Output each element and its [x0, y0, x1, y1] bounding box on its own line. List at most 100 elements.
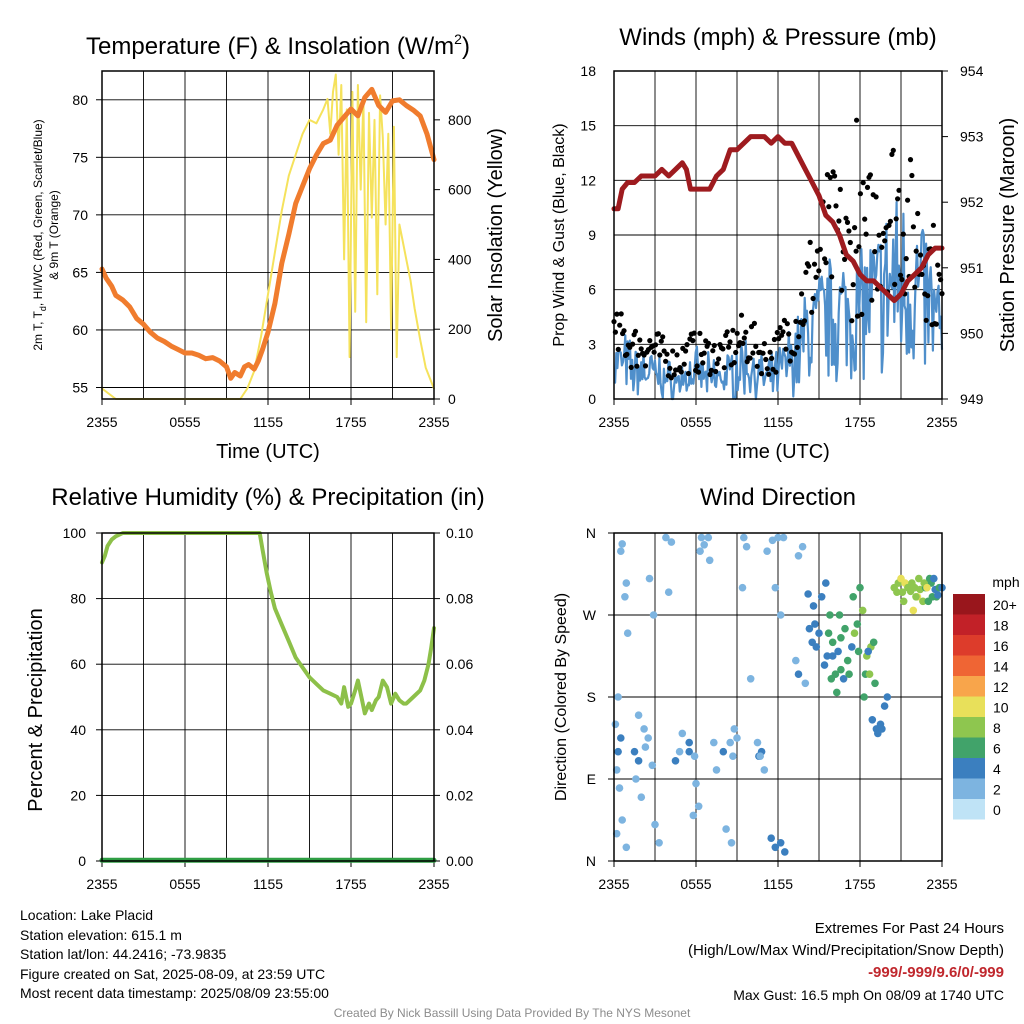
gust-point	[766, 371, 772, 377]
gust-point	[827, 174, 833, 181]
gust-point	[637, 337, 643, 343]
gust-point	[876, 232, 882, 238]
y2-tick-label: 0.02	[446, 787, 473, 803]
legend-label: 18	[993, 618, 1009, 634]
direction-point	[794, 670, 803, 678]
direction-point	[824, 629, 833, 637]
direction-point	[617, 734, 625, 742]
direction-point	[801, 679, 810, 688]
gust-point	[681, 361, 687, 367]
direction-point	[915, 574, 923, 583]
direction-point	[848, 643, 856, 651]
direction-point	[692, 779, 700, 788]
y2-tick-label: 0.08	[446, 591, 473, 607]
gust-point	[720, 346, 726, 352]
direction-point	[776, 839, 785, 847]
gust-point	[791, 351, 798, 357]
gust-point	[893, 216, 899, 222]
gust-point	[769, 355, 775, 361]
direction-point	[853, 620, 862, 628]
direction-point	[798, 542, 807, 551]
gust-point	[826, 204, 832, 210]
direction-point	[729, 752, 737, 760]
y-tick-label: 75	[72, 149, 88, 165]
direction-point	[630, 747, 639, 756]
gust-point	[896, 187, 902, 193]
gust-point	[811, 261, 818, 267]
x-tick-label: 2355	[926, 876, 957, 892]
y2-tick-label: 200	[448, 321, 472, 337]
gust-point	[859, 311, 865, 317]
direction-point	[779, 533, 788, 542]
direction-point	[763, 547, 771, 555]
gust-point	[663, 358, 669, 364]
y2-tick-label: 400	[448, 251, 472, 267]
x-tick-label: 1755	[844, 414, 875, 430]
gust-point	[803, 269, 809, 275]
direction-point	[694, 802, 703, 811]
gust-point	[856, 244, 862, 250]
y-tick-label: S	[587, 689, 596, 705]
gust-point	[617, 322, 623, 328]
direction-point	[710, 738, 718, 747]
latlon-text: Station lat/lon: 44.2416; -73.9835	[20, 946, 227, 963]
direction-point	[645, 574, 654, 583]
gust-point	[707, 371, 713, 378]
gust-point	[743, 329, 749, 335]
direction-point	[738, 583, 747, 592]
direction-point	[705, 556, 714, 565]
direction-point	[822, 579, 830, 587]
direction-point	[700, 541, 708, 549]
gust-point	[837, 186, 843, 192]
direction-point	[856, 583, 864, 592]
gust-point	[873, 194, 879, 200]
x-tick-label: 2355	[598, 414, 629, 430]
gust-point	[807, 239, 813, 245]
gust-point	[621, 328, 627, 334]
x-tick-label: 1155	[763, 876, 793, 892]
gust-point	[867, 172, 874, 178]
direction-point	[834, 647, 842, 656]
direction-point	[753, 738, 762, 747]
gust-point	[724, 329, 730, 335]
extremes-subtitle: (High/Low/Max Wind/Precipitation/Snow De…	[688, 942, 1004, 959]
pressure-line	[611, 134, 945, 304]
gust-point	[830, 169, 836, 175]
legend-swatch	[953, 655, 985, 676]
gust-point	[842, 256, 848, 262]
x-tick-label: 2355	[418, 414, 449, 430]
gust-point	[793, 318, 799, 324]
y-tick-label: 80	[70, 591, 86, 607]
gust-point	[705, 340, 712, 346]
direction-point	[622, 843, 631, 852]
direction-point	[719, 747, 728, 756]
direction-point	[655, 839, 663, 847]
direction-point	[823, 652, 831, 660]
gust-point	[684, 342, 690, 348]
chart-title: Winds (mph) & Pressure (mb)	[619, 24, 936, 51]
gust-point	[683, 348, 689, 354]
direction-point	[675, 747, 684, 756]
direction-point	[641, 743, 650, 751]
chart-title-superscript: 2	[454, 31, 462, 47]
gust-point	[919, 271, 925, 277]
gust-point	[903, 256, 909, 262]
direction-point	[612, 766, 621, 774]
direction-point	[843, 656, 852, 665]
direction-point	[722, 825, 730, 833]
gust-point	[618, 311, 624, 317]
y2-tick-label: 953	[960, 129, 984, 145]
x-tick-label: 1155	[763, 414, 793, 430]
direction-point	[760, 766, 769, 774]
legend-label: 0	[993, 802, 1001, 818]
humidity-chart: 2355 0555 1155 1755 23550204060801000.000.02…	[25, 484, 485, 892]
extremes-values: -999/-999/9.6/0/-999	[868, 964, 1004, 981]
gust-point	[810, 295, 816, 302]
gust-point	[777, 325, 783, 331]
gust-point	[879, 244, 885, 250]
y-tick-label: 70	[72, 207, 88, 223]
gust-point	[726, 344, 732, 350]
y-tick-label: 65	[72, 264, 88, 280]
legend-label: 14	[993, 659, 1009, 675]
